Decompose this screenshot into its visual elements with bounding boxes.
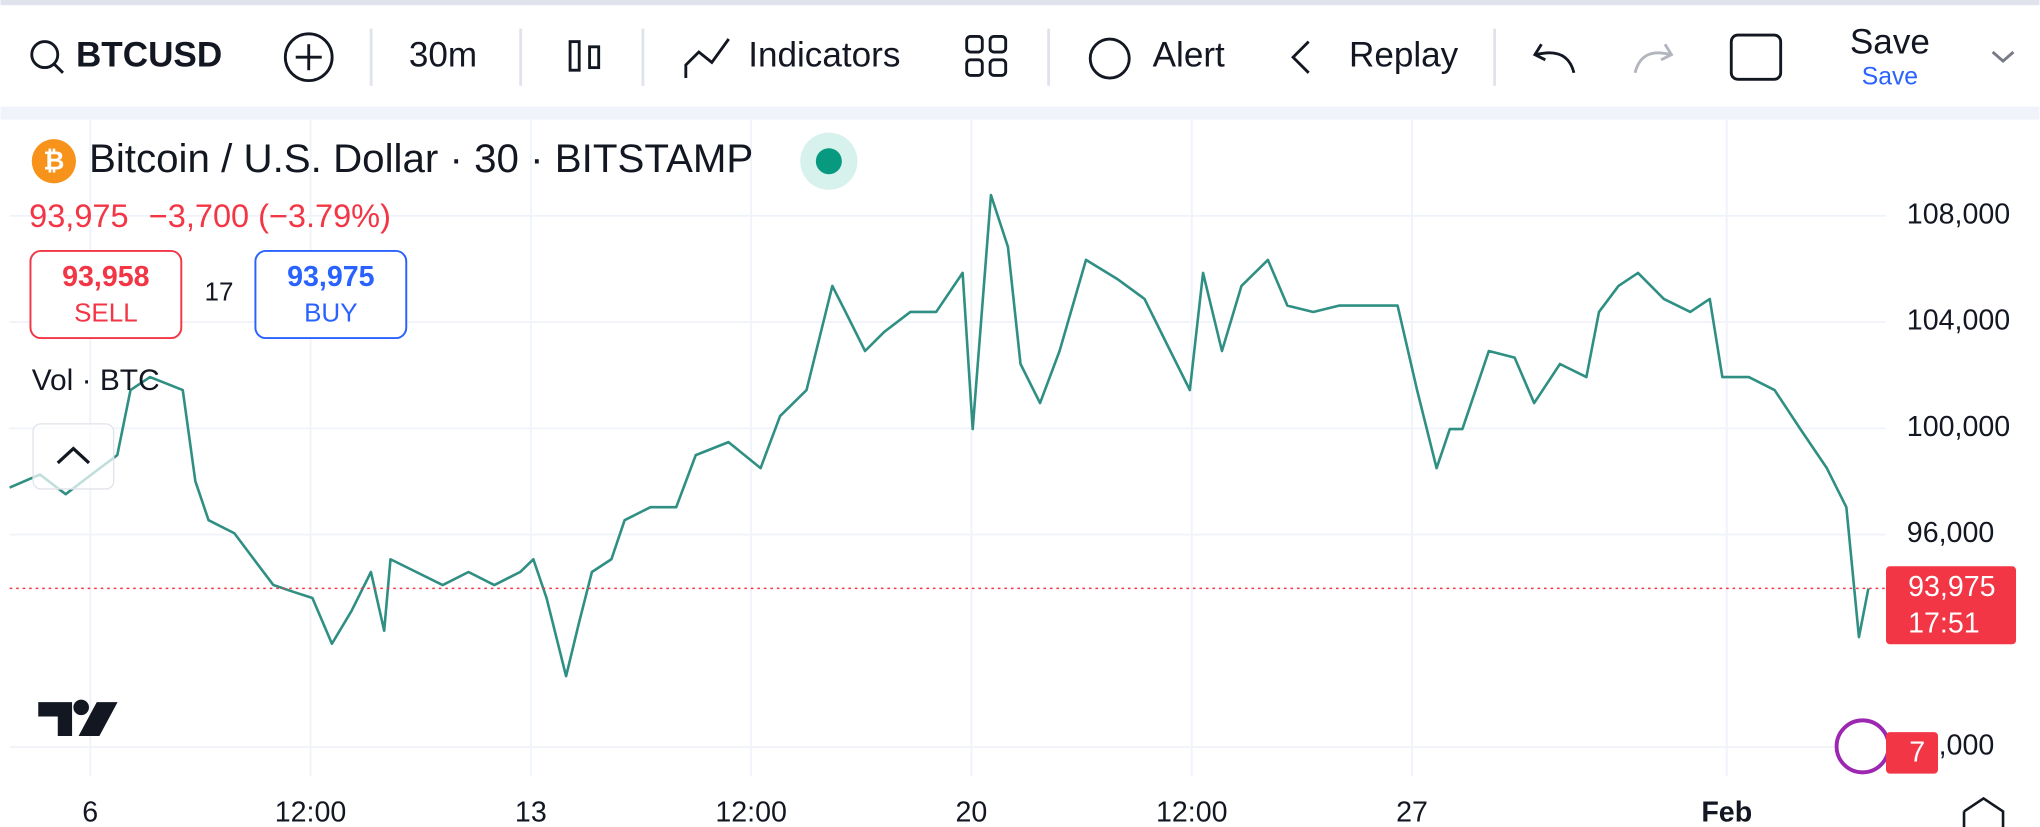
alert[interactable]: Alert: [1153, 35, 1225, 74]
y-tick-label: 104,000: [1907, 305, 2010, 337]
chart-type-icon[interactable]: [568, 40, 581, 72]
legend-change: −3,700 (−3.79%): [149, 198, 391, 234]
y-tick-label: 96,000: [1907, 517, 1994, 549]
sell-button[interactable]: [29, 249, 183, 340]
y-tick-label: 100,000: [1907, 411, 2010, 443]
price-line: [9, 193, 1870, 678]
layout-icon: [988, 58, 1008, 77]
redo-icon[interactable]: [1633, 43, 1674, 74]
collapse-icon: [56, 446, 91, 465]
plot-background: [9, 119, 2032, 827]
spread: 17: [205, 277, 234, 307]
collapse-button[interactable]: [32, 423, 115, 490]
countdown: 17:51: [1908, 607, 1980, 639]
market-status-dot: [815, 148, 842, 175]
chart-type-icon: [588, 45, 601, 70]
alerts-count: 7: [1909, 737, 1925, 769]
buy-label: BUY: [304, 298, 357, 328]
legend-title: Bitcoin / U.S. Dollar · 30 · BITSTAMP: [89, 136, 753, 181]
save[interactable]: Save: [1850, 22, 1930, 61]
layout-icon: [965, 58, 984, 77]
settings-icon[interactable]: [1962, 796, 2005, 827]
top-border: [0, 0, 2040, 6]
chart-area: 6 12:00 13 12:00 20 12:00 27 Feb 108,000 104,000 1…: [9, 119, 2032, 827]
alert-icon[interactable]: [1088, 37, 1131, 80]
legend-price: 93,975: [29, 198, 128, 234]
last-price-tag: [1886, 566, 2017, 645]
tv-logo[interactable]: [38, 702, 118, 736]
fullscreen-icon[interactable]: [1729, 33, 1783, 81]
save-sub: Save: [1862, 64, 1918, 91]
x-tick-label: 12:00: [1156, 797, 1228, 827]
x-tick-label: 6: [82, 797, 98, 827]
assistant-icon[interactable]: [1834, 718, 1891, 775]
sell-label: SELL: [74, 298, 138, 328]
sell-price: 93,958: [62, 261, 150, 293]
layout-icon: [988, 34, 1008, 54]
volume-legend: Vol · BTC: [32, 364, 160, 397]
x-tick-label: 12:00: [715, 797, 787, 827]
indicators-icon[interactable]: [684, 38, 730, 79]
last-price-label: 93,975: [1908, 571, 1995, 603]
buy-button[interactable]: [254, 249, 408, 340]
x-tick-label: 20: [956, 797, 988, 827]
alerts-badge[interactable]: [1886, 732, 1939, 774]
add-symbol[interactable]: [283, 32, 334, 83]
dropdown-icon[interactable]: [1991, 50, 2015, 64]
layout-icon[interactable]: [965, 34, 984, 54]
buy-price: 93,975: [287, 261, 375, 293]
search-icon: [52, 62, 64, 74]
coin-icon: [31, 139, 76, 184]
undo-icon[interactable]: [1532, 43, 1576, 74]
y-tick-label: 108,000: [1907, 198, 2010, 230]
symbol[interactable]: BTCUSD: [76, 35, 222, 74]
search-icon[interactable]: [30, 40, 60, 70]
x-tick-label: 13: [515, 797, 547, 827]
indicators[interactable]: Indicators: [748, 35, 900, 74]
tv-logo: [73, 699, 89, 716]
x-tick-label: 12:00: [275, 797, 347, 827]
x-tick-label: 27: [1396, 797, 1428, 827]
toolbar: [30, 28, 2015, 86]
x-tick-label: Feb: [1701, 797, 1752, 827]
interval[interactable]: 30m: [409, 35, 477, 74]
replay-icon[interactable]: [1291, 40, 1310, 74]
replay[interactable]: Replay: [1349, 35, 1459, 74]
separator: [0, 106, 2040, 120]
coin-symbol: ₿: [43, 145, 64, 175]
